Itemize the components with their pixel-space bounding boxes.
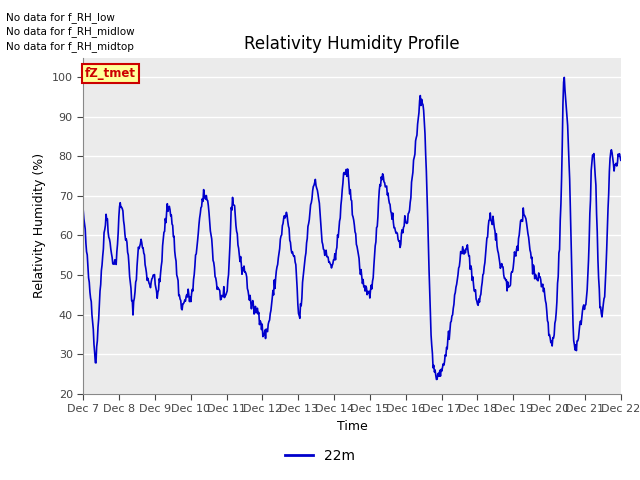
Text: fZ_tmet: fZ_tmet bbox=[85, 67, 136, 80]
X-axis label: Time: Time bbox=[337, 420, 367, 432]
Title: Relativity Humidity Profile: Relativity Humidity Profile bbox=[244, 35, 460, 53]
Text: No data for f_RH_midtop: No data for f_RH_midtop bbox=[6, 41, 134, 52]
Text: No data for f_RH_low: No data for f_RH_low bbox=[6, 12, 115, 23]
Legend: 22m: 22m bbox=[280, 443, 360, 468]
Y-axis label: Relativity Humidity (%): Relativity Humidity (%) bbox=[33, 153, 46, 298]
Text: No data for f_RH_midlow: No data for f_RH_midlow bbox=[6, 26, 135, 37]
